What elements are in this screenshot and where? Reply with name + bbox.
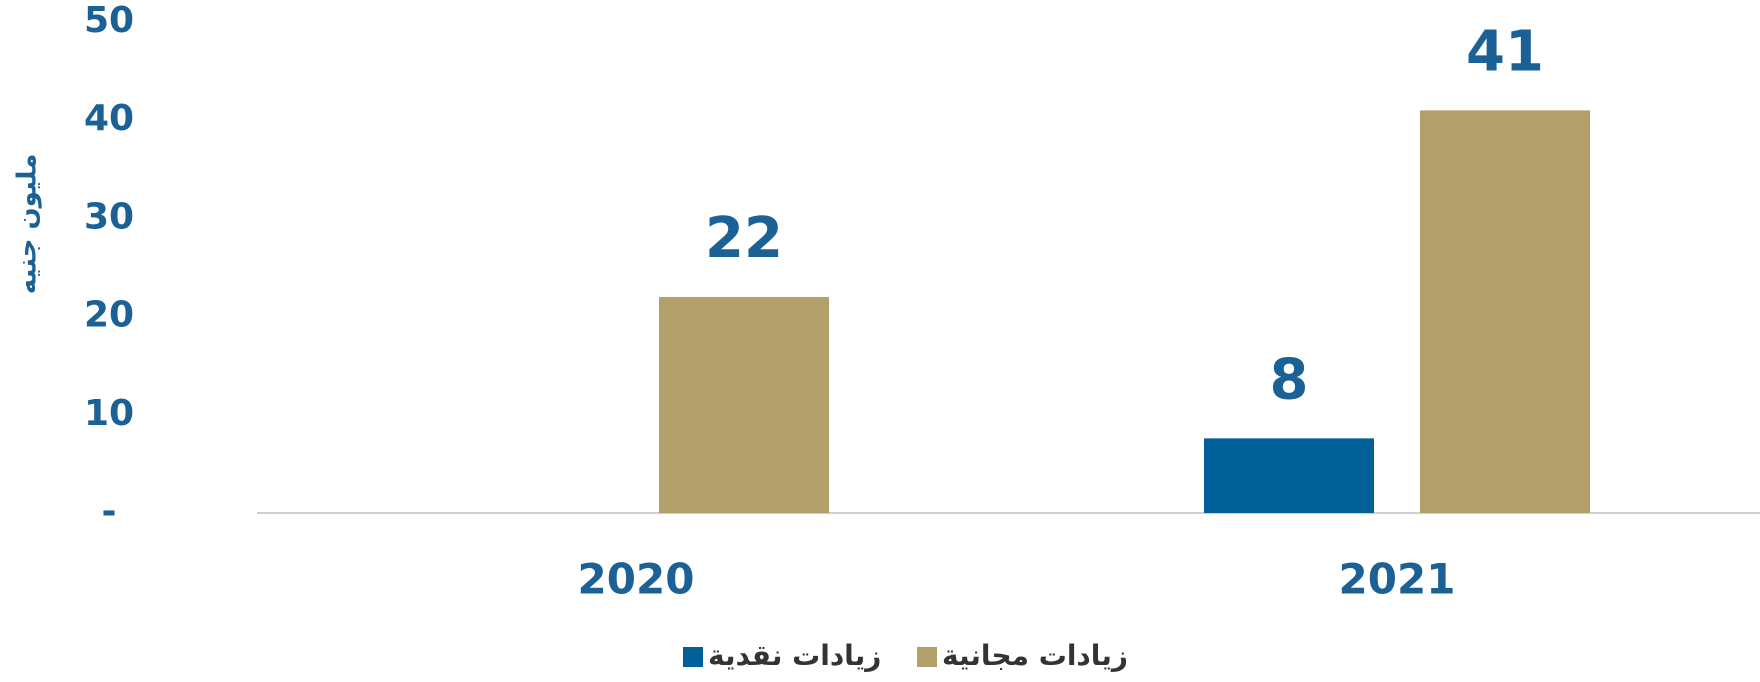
y-axis-label: مليون جنيه <box>13 154 43 295</box>
data-label: 22 <box>705 206 783 271</box>
data-label: 41 <box>1466 20 1544 85</box>
data-label: 8 <box>1270 348 1309 413</box>
bar <box>659 296 829 513</box>
legend-swatch <box>917 647 937 667</box>
x-tick-label: 2021 <box>1339 555 1456 604</box>
x-tick-label: 2020 <box>578 555 695 604</box>
y-tick-label: 40 <box>84 98 134 139</box>
y-tick-label: 30 <box>84 196 134 237</box>
bar <box>1420 110 1590 513</box>
y-tick-label: 10 <box>84 393 134 434</box>
y-tick-label: 50 <box>84 0 134 41</box>
bar <box>1204 438 1374 513</box>
legend-label: زيادات نقدية <box>708 639 881 672</box>
y-tick-label: - <box>102 491 117 532</box>
legend-swatch <box>683 647 703 667</box>
y-tick-label: 20 <box>84 295 134 336</box>
legend-label: زيادات مجانية <box>942 639 1128 672</box>
